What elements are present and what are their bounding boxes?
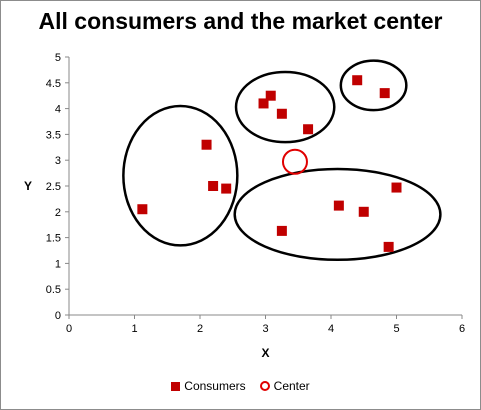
legend-item-center: Center (259, 379, 310, 393)
y-tick-label: 2.5 (46, 181, 61, 193)
cluster-ellipse (234, 70, 336, 144)
consumer-point (258, 98, 269, 109)
consumer-point (221, 183, 232, 194)
data-points (137, 75, 402, 252)
legend: Consumers Center (0, 379, 481, 393)
center-point (281, 148, 308, 175)
consumer-point (265, 90, 276, 101)
x-tick-label: 4 (328, 323, 334, 335)
consumer-point (303, 124, 314, 135)
legend-item-consumers: Consumers (171, 379, 246, 393)
y-tick-label: 0 (55, 310, 61, 322)
consumer-point (276, 225, 287, 236)
axes: 0 1 2 3 4 5 6 0 0.5 1 1.5 2 2.5 3 3.5 4 4.5 5 (46, 52, 465, 335)
x-axis-label: X (261, 346, 269, 360)
x-tick-label: 3 (262, 323, 268, 335)
legend-label-consumers: Consumers (184, 379, 246, 393)
cluster-ellipse (233, 167, 442, 262)
y-tick-label: 4 (55, 104, 61, 116)
legend-label-center: Center (273, 379, 310, 393)
consumer-point (276, 108, 287, 119)
y-tick-label: 2 (55, 207, 61, 219)
y-tick-label: 3 (55, 155, 61, 167)
x-tick-label: 2 (197, 323, 203, 335)
y-tick-label: 5 (55, 52, 61, 64)
cluster-ellipse (122, 104, 239, 247)
consumers-marker-icon (171, 381, 181, 391)
center-marker-icon (259, 381, 270, 391)
y-tick-label: 1.5 (46, 233, 61, 245)
x-tick-label: 5 (393, 323, 399, 335)
consumer-point (137, 204, 148, 215)
consumer-point (379, 88, 390, 99)
consumer-point (358, 206, 369, 217)
y-tick-label: 3.5 (46, 129, 61, 141)
consumer-point (201, 139, 212, 150)
consumer-point (383, 241, 394, 252)
y-tick-label: 1 (55, 258, 61, 270)
cluster-ellipse (339, 59, 408, 112)
y-tick-label: 4.5 (46, 78, 61, 90)
consumer-point (352, 75, 363, 86)
y-axis-label: Y (24, 179, 32, 193)
cluster-ellipses (122, 59, 442, 262)
consumer-point (391, 182, 402, 193)
x-tick-label: 6 (459, 323, 465, 335)
consumer-point (208, 181, 219, 191)
chart-title: All consumers and the market center (38, 8, 443, 34)
x-tick-label: 0 (66, 323, 72, 335)
y-tick-label: 0.5 (46, 284, 61, 296)
x-tick-label: 1 (131, 323, 137, 335)
consumer-point (333, 200, 344, 211)
